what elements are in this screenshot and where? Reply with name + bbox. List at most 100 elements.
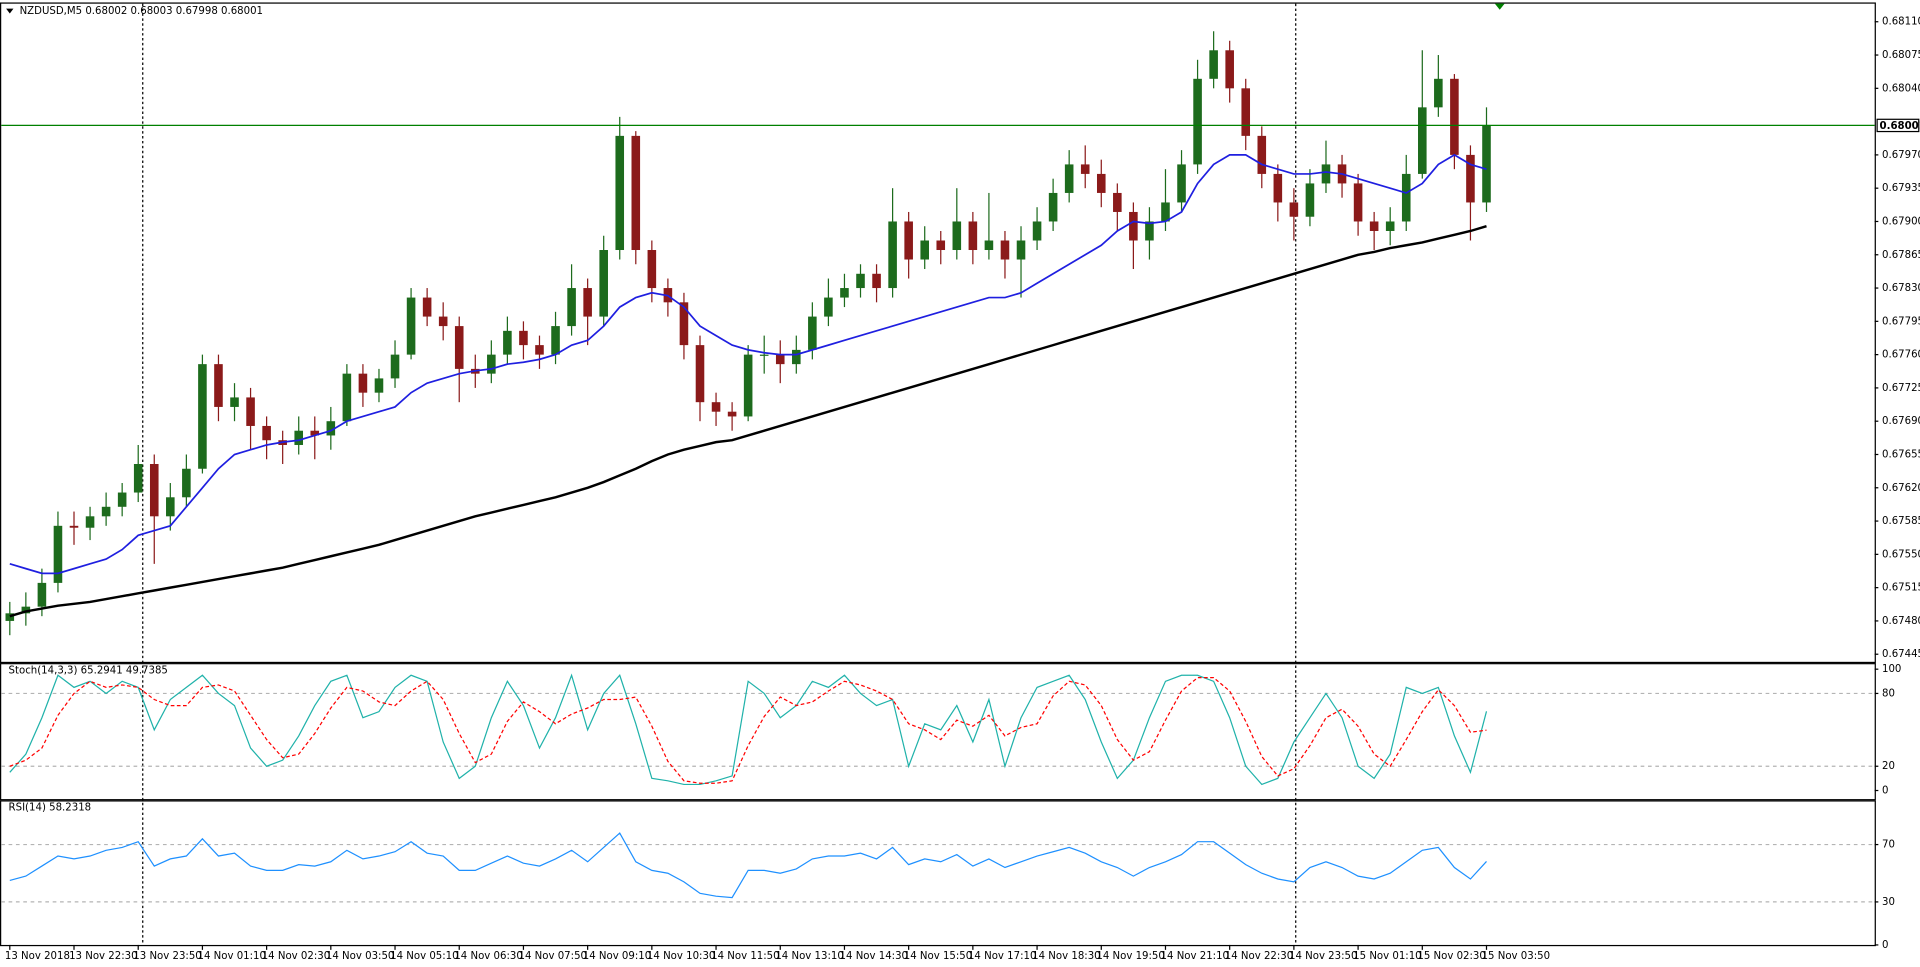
candle-body	[1353, 183, 1363, 222]
y-tick-label: 0.67725	[1882, 383, 1920, 394]
y-tick-label: 0.67830	[1882, 283, 1920, 294]
candle-body	[1434, 78, 1443, 108]
candle-body	[21, 606, 31, 614]
x-tick-label: 14 Nov 03:50	[326, 951, 394, 962]
x-tick-label: 14 Nov 09:10	[583, 951, 651, 962]
candle-body	[856, 273, 865, 289]
candle-body	[422, 297, 432, 317]
x-tick-label: 14 Nov 05:10	[390, 951, 458, 962]
candle-body	[1016, 240, 1026, 260]
candle-body	[1048, 192, 1058, 222]
candle-body	[1369, 221, 1379, 231]
x-tick-label: 13 Nov 22:30	[69, 951, 137, 962]
y-tick-label: 20	[1882, 761, 1895, 772]
y-tick-label: 0.67900	[1882, 216, 1920, 227]
indicator-line	[9, 677, 1487, 784]
candle-body	[438, 316, 448, 327]
y-tick-label: 0.67760	[1882, 350, 1920, 361]
candle-body	[808, 316, 817, 350]
candle-body	[1305, 183, 1315, 217]
y-tick-label: 0.67970	[1882, 150, 1920, 161]
candle-body	[390, 354, 400, 379]
candle-body	[599, 250, 608, 317]
candle-body	[133, 464, 143, 493]
candle-body	[1257, 135, 1267, 174]
candle-body	[1418, 107, 1427, 174]
shift-marker	[1494, 3, 1505, 10]
candle-body	[1000, 240, 1010, 260]
stoch-panel-frame	[0, 663, 1876, 801]
main-panel-frame	[0, 2, 1876, 664]
candle-body	[487, 354, 496, 374]
candle-body	[936, 240, 946, 251]
y-tick-label: 0.67445	[1882, 649, 1920, 660]
x-tick-label: 14 Nov 01:10	[198, 951, 266, 962]
x-tick-label: 13 Nov 23:50	[133, 951, 201, 962]
candle-body	[1177, 164, 1186, 203]
candle-body	[1273, 173, 1283, 203]
price-label: 0.68001	[1880, 121, 1920, 132]
x-tick-label: 14 Nov 23:50	[1289, 951, 1357, 962]
price-label-box	[1876, 118, 1920, 133]
moving-average	[9, 153, 1487, 575]
moving-average	[9, 225, 1487, 618]
candle-body	[727, 411, 737, 417]
candle-body	[310, 430, 320, 436]
candle-body	[984, 240, 994, 251]
candle-body	[647, 250, 657, 289]
candle-body	[952, 221, 962, 251]
candle-body	[1032, 221, 1042, 241]
candle-body	[85, 516, 95, 528]
y-tick-label: 0.68040	[1882, 83, 1920, 94]
candle-body	[149, 464, 159, 517]
x-tick-label: 14 Nov 13:10	[775, 951, 843, 962]
candle-body	[1096, 173, 1106, 193]
y-tick-label: 0.67690	[1882, 416, 1920, 427]
panel-title: NZDUSD,M5 0.68002 0.68003 0.67998 0.6800…	[20, 6, 263, 17]
panel-title: Stoch(14,3,3) 65.2941 49.7385	[9, 665, 168, 676]
candle-body	[743, 354, 753, 417]
y-tick-label: 0	[1882, 786, 1888, 797]
y-tick-label: 0.67480	[1882, 616, 1920, 627]
candle-body	[326, 421, 336, 436]
candle-body	[567, 288, 576, 327]
candle-body	[262, 425, 271, 441]
candle-body	[583, 288, 592, 317]
candle-body	[792, 349, 801, 365]
indicator-line	[9, 673, 1488, 786]
indicator-line	[9, 832, 1487, 899]
x-tick-label: 14 Nov 06:30	[454, 951, 522, 962]
candle-body	[214, 364, 223, 407]
candle-body	[5, 613, 15, 621]
rsi-panel-frame	[0, 800, 1876, 947]
x-tick-label: 15 Nov 01:10	[1353, 951, 1421, 962]
candle-body	[824, 297, 833, 317]
candle-body	[1064, 164, 1074, 193]
x-tick-label: 14 Nov 07:50	[519, 951, 587, 962]
x-tick-label: 13 Nov 2018	[5, 951, 70, 962]
candle-body	[37, 582, 47, 607]
candle-body	[1241, 88, 1251, 136]
candle-body	[117, 492, 127, 507]
candle-body	[182, 468, 191, 498]
candle-body	[759, 354, 769, 356]
y-tick-label: 0.68075	[1882, 50, 1920, 61]
candle-body	[101, 506, 111, 517]
y-tick-label: 0.67795	[1882, 316, 1920, 327]
candle-body	[519, 330, 528, 346]
candle-body	[358, 373, 368, 393]
y-tick-label: 0.67655	[1882, 449, 1920, 460]
candle-body	[454, 326, 464, 369]
x-tick-label: 15 Nov 03:50	[1482, 951, 1550, 962]
candle-body	[631, 135, 641, 251]
candle-body	[1161, 202, 1170, 222]
candle-body	[904, 221, 913, 260]
x-tick-label: 14 Nov 11:50	[711, 951, 779, 962]
candle-body	[406, 297, 416, 355]
candle-body	[1193, 78, 1202, 165]
y-tick-label: 0.67935	[1882, 183, 1920, 194]
candle-body	[374, 378, 384, 393]
candle-body	[888, 221, 897, 289]
y-tick-label: 0	[1882, 940, 1888, 951]
candle-body	[246, 397, 255, 426]
